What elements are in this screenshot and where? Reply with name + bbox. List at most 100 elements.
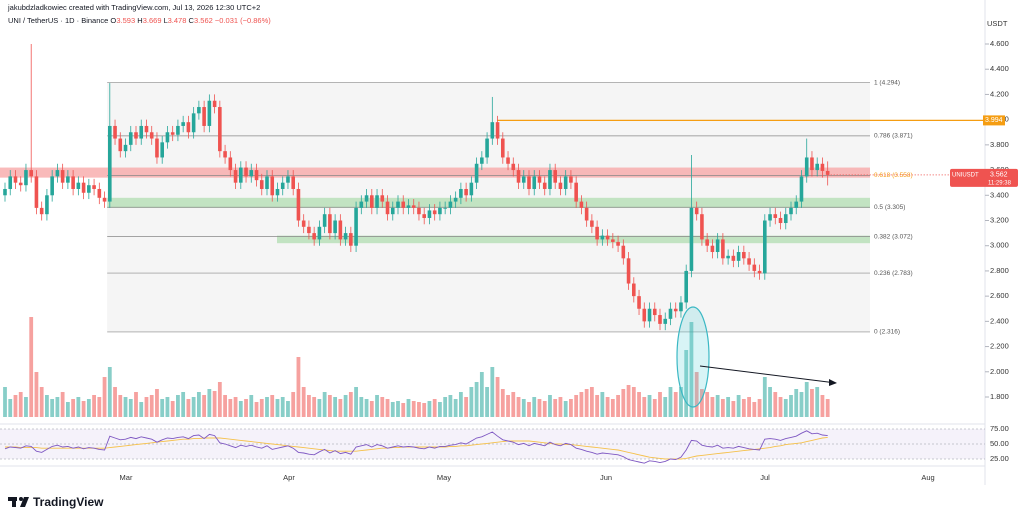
candle-body xyxy=(87,185,91,193)
volume-bar xyxy=(422,403,427,417)
volume-bar xyxy=(29,317,34,417)
fib-label: 0.618 (3.558) xyxy=(874,172,913,179)
volume-bar xyxy=(39,387,44,417)
legend-item: O xyxy=(110,16,116,25)
candle-body xyxy=(396,201,400,208)
candle-body xyxy=(149,132,154,139)
volume-bar xyxy=(705,392,710,417)
candle-body xyxy=(763,220,767,274)
candle-body xyxy=(191,113,196,133)
volume-bar xyxy=(726,397,731,417)
candle-body xyxy=(563,176,568,189)
candle-body xyxy=(239,167,243,183)
candle-body xyxy=(417,207,421,215)
volume-bar xyxy=(65,402,70,417)
watermark: jakubdzladkowiec created with TradingVie… xyxy=(7,3,260,12)
volume-bar xyxy=(170,401,175,417)
candle-body xyxy=(804,157,809,177)
volume-bar xyxy=(794,389,799,417)
candle-body xyxy=(197,107,201,114)
candle-body xyxy=(3,188,7,196)
candle-body xyxy=(207,100,212,126)
volume-bar xyxy=(128,399,133,417)
zone xyxy=(0,167,870,178)
candle-body xyxy=(375,195,379,208)
candle-body xyxy=(595,226,599,240)
candle-body xyxy=(401,201,406,208)
volume-bar xyxy=(113,387,117,417)
candle-body xyxy=(128,132,133,145)
volume-bar xyxy=(768,387,772,417)
volume-bar xyxy=(244,399,248,417)
candle-body xyxy=(307,226,311,234)
candle-body xyxy=(825,170,830,175)
candle-body xyxy=(537,176,542,183)
candle-body xyxy=(228,157,233,171)
price-tag-box xyxy=(950,168,1018,187)
y-tick-label: 3.400 xyxy=(990,190,1009,199)
volume-bar xyxy=(663,397,668,417)
volume-bar xyxy=(469,387,474,417)
price-tag-symbol: UNIUSDT xyxy=(952,172,979,178)
candle-body xyxy=(280,182,285,189)
volume-bar xyxy=(238,401,243,417)
candle-body xyxy=(291,176,295,189)
volume-bar xyxy=(417,402,421,417)
volume-bar xyxy=(679,387,683,417)
candle-body xyxy=(553,170,557,183)
candle-body xyxy=(354,207,358,246)
volume-bar xyxy=(223,395,227,417)
price-tag-countdown: 11:29:38 xyxy=(988,180,1012,186)
volume-bar xyxy=(55,397,60,417)
candle-body xyxy=(663,318,668,324)
volume-bar xyxy=(443,397,448,417)
volume-bar xyxy=(186,399,191,417)
volume-bar xyxy=(312,397,317,417)
volume-bar xyxy=(317,399,322,417)
volume-bar xyxy=(123,397,128,417)
candle-body xyxy=(364,195,369,202)
fib-label: 1 (4.294) xyxy=(874,79,900,86)
candle-body xyxy=(422,214,426,218)
candle-body xyxy=(694,207,699,215)
volume-bar xyxy=(710,397,715,417)
volume-bar xyxy=(291,392,296,417)
volume-bar xyxy=(637,392,641,417)
candle-body xyxy=(123,144,128,152)
candle-body xyxy=(480,157,484,164)
logo: TradingView xyxy=(8,495,104,509)
volume-bar xyxy=(490,367,495,417)
arrow-head xyxy=(829,379,837,386)
volume-bar xyxy=(411,401,416,417)
volume-bar xyxy=(107,367,112,417)
candle-body xyxy=(600,235,605,240)
y-tick-label: 2.800 xyxy=(990,266,1009,275)
candle-body xyxy=(406,205,411,208)
level-tag-label: 3.994 xyxy=(985,117,1003,124)
volume-bar xyxy=(511,392,516,417)
y-tick-label: 3.000 xyxy=(990,241,1009,250)
volume-bar xyxy=(76,397,81,417)
legend-item: H xyxy=(137,16,142,25)
volume-bar xyxy=(600,392,605,417)
logo-mark xyxy=(12,497,16,507)
volume-bar xyxy=(458,392,463,417)
rsi-ma-line xyxy=(5,436,828,460)
volume-bar xyxy=(301,387,306,417)
candle-body xyxy=(223,151,227,158)
volume-bar xyxy=(86,399,91,417)
candle-body xyxy=(76,182,81,189)
volume-bar xyxy=(322,392,327,417)
x-tick-label: Jul xyxy=(760,473,770,482)
candle-body xyxy=(448,201,453,208)
volume-bar xyxy=(642,397,647,417)
legend-item: −0.031 (−0.86%) xyxy=(215,16,271,25)
volume-bar xyxy=(228,399,233,417)
volume-bar xyxy=(720,399,725,417)
volume-bar xyxy=(81,401,86,417)
rsi-tick-label: 50.00 xyxy=(990,439,1009,448)
candle-body xyxy=(134,132,138,139)
candle-body xyxy=(270,176,275,196)
rsi-line xyxy=(4,430,828,464)
candle-body xyxy=(144,125,149,133)
